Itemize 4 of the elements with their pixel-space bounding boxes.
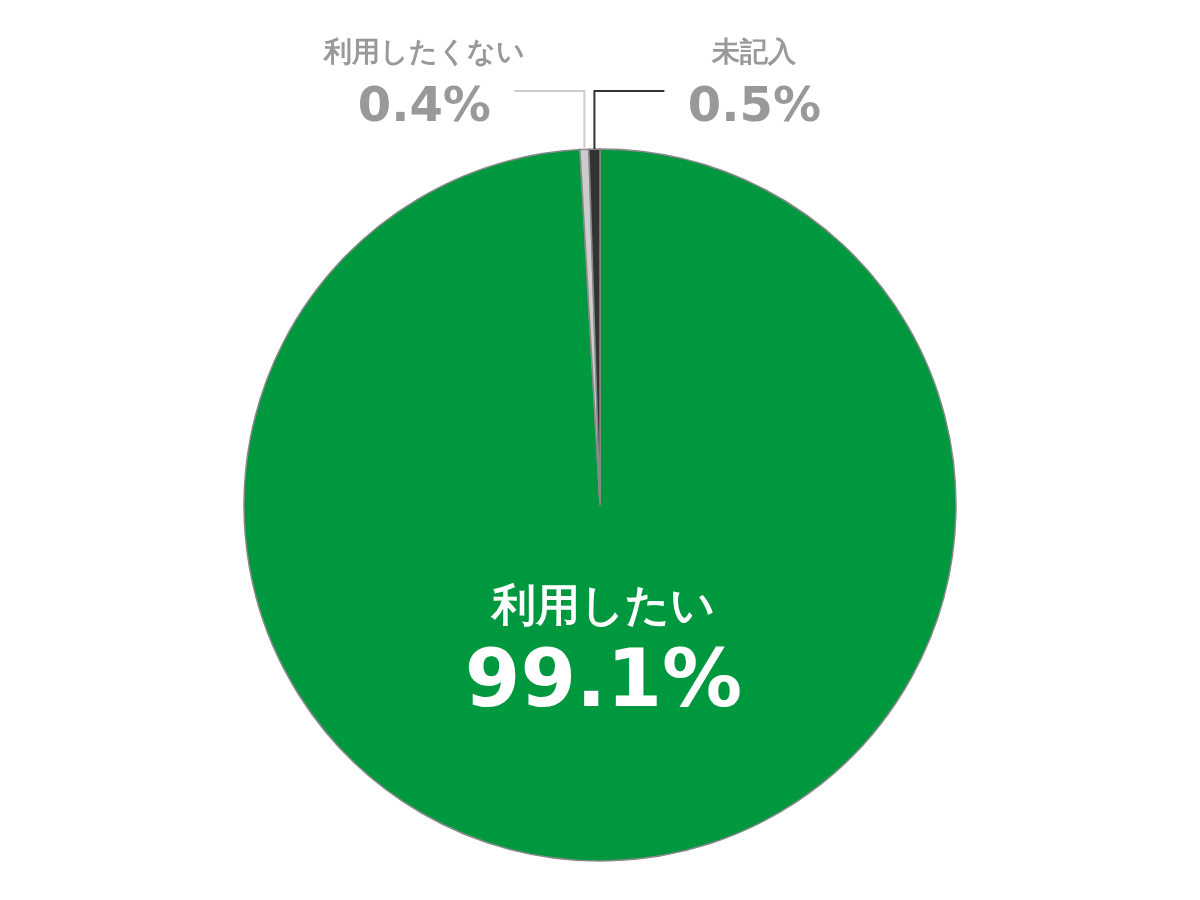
data-label: 0.5% [687,76,821,132]
data-label: 0.4% [357,76,491,132]
slice-label: 未記入 [711,35,798,68]
slice-label: 利用したくない [322,35,525,68]
